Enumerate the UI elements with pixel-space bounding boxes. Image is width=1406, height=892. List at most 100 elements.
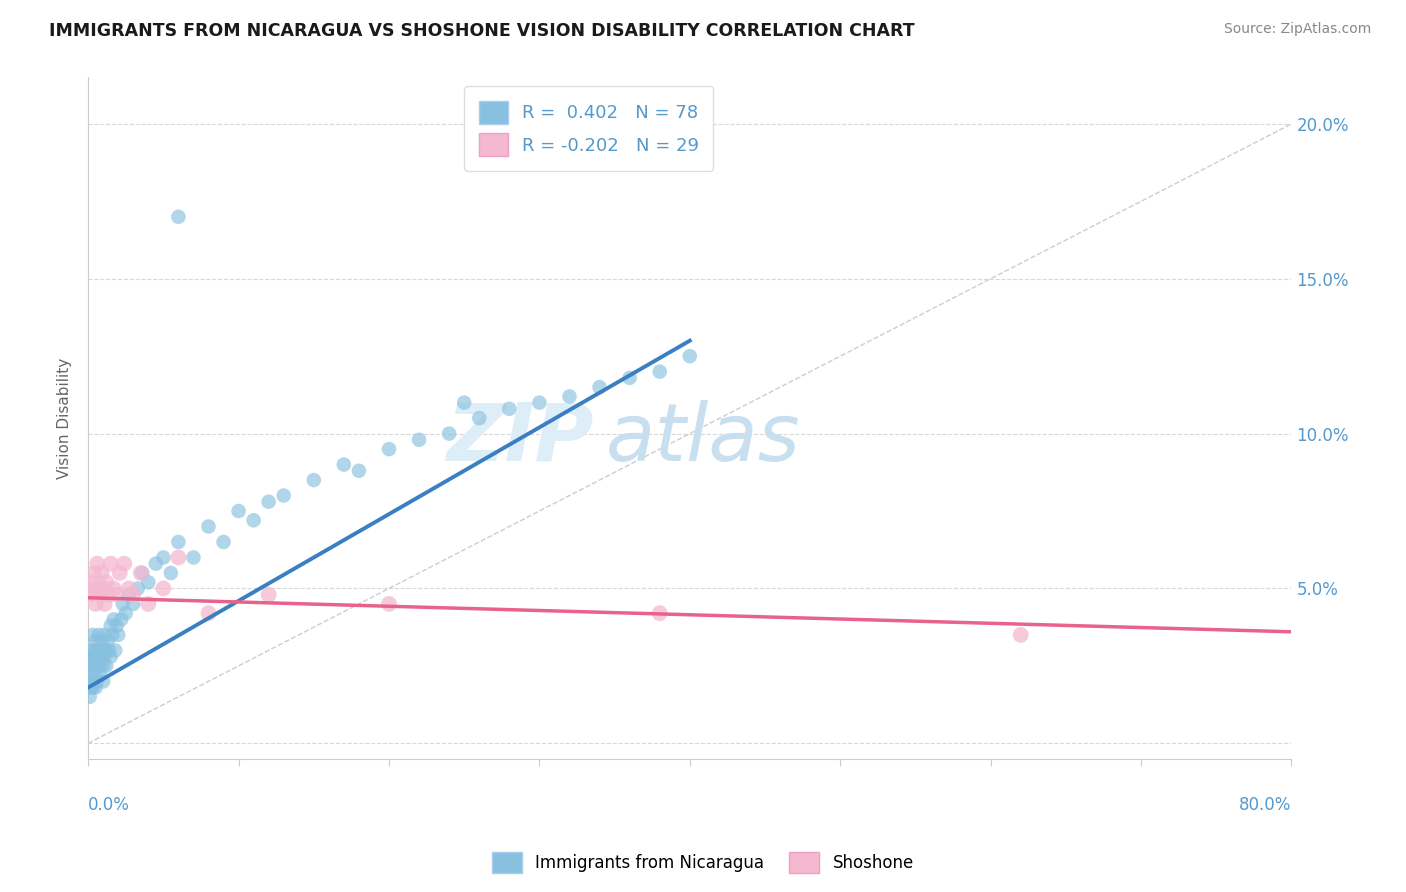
Point bbox=[82, 643, 104, 657]
Point bbox=[83, 566, 105, 580]
Point bbox=[79, 690, 101, 704]
Point bbox=[558, 389, 581, 403]
Point bbox=[129, 566, 152, 580]
Point bbox=[108, 566, 131, 580]
Text: 0.0%: 0.0% bbox=[89, 797, 129, 814]
Point bbox=[93, 649, 115, 664]
Point bbox=[90, 634, 112, 648]
Point bbox=[80, 575, 103, 590]
Point bbox=[83, 649, 105, 664]
Point bbox=[79, 658, 101, 673]
Point bbox=[105, 618, 128, 632]
Point bbox=[100, 557, 122, 571]
Point bbox=[96, 643, 118, 657]
Point bbox=[197, 606, 219, 620]
Point bbox=[152, 582, 174, 596]
Point bbox=[89, 668, 111, 682]
Point bbox=[84, 597, 107, 611]
Point bbox=[91, 658, 114, 673]
Point bbox=[112, 557, 135, 571]
Point bbox=[82, 658, 104, 673]
Point bbox=[86, 557, 108, 571]
Point bbox=[100, 649, 122, 664]
Point bbox=[103, 612, 125, 626]
Point bbox=[110, 612, 132, 626]
Point bbox=[96, 658, 118, 673]
Point bbox=[82, 582, 104, 596]
Point bbox=[86, 674, 108, 689]
Point bbox=[114, 606, 136, 620]
Point bbox=[87, 649, 110, 664]
Point bbox=[84, 681, 107, 695]
Point bbox=[97, 634, 120, 648]
Point bbox=[273, 489, 295, 503]
Point bbox=[86, 643, 108, 657]
Point bbox=[84, 634, 107, 648]
Point bbox=[91, 582, 114, 596]
Point bbox=[498, 401, 520, 416]
Point bbox=[257, 588, 280, 602]
Point bbox=[183, 550, 205, 565]
Point bbox=[588, 380, 610, 394]
Point bbox=[242, 513, 264, 527]
Point bbox=[93, 597, 115, 611]
Point bbox=[453, 395, 475, 409]
Point bbox=[90, 566, 112, 580]
Point bbox=[107, 628, 129, 642]
Point bbox=[408, 433, 430, 447]
Text: IMMIGRANTS FROM NICARAGUA VS SHOSHONE VISION DISABILITY CORRELATION CHART: IMMIGRANTS FROM NICARAGUA VS SHOSHONE VI… bbox=[49, 22, 915, 40]
Point bbox=[111, 597, 134, 611]
Point bbox=[96, 575, 118, 590]
Point bbox=[80, 668, 103, 682]
Point bbox=[648, 606, 671, 620]
Point bbox=[80, 643, 103, 657]
Point bbox=[93, 628, 115, 642]
Point bbox=[87, 582, 110, 596]
Text: atlas: atlas bbox=[606, 400, 800, 477]
Point bbox=[91, 643, 114, 657]
Point bbox=[257, 494, 280, 508]
Point bbox=[82, 628, 104, 642]
Point bbox=[529, 395, 551, 409]
Point bbox=[101, 628, 124, 642]
Point bbox=[1010, 628, 1032, 642]
Point bbox=[648, 365, 671, 379]
Point bbox=[212, 535, 235, 549]
Point bbox=[89, 658, 111, 673]
Point bbox=[145, 557, 167, 571]
Point bbox=[86, 658, 108, 673]
Point bbox=[167, 210, 190, 224]
Point bbox=[378, 597, 401, 611]
Point bbox=[437, 426, 460, 441]
Point bbox=[98, 643, 121, 657]
Point bbox=[679, 349, 702, 363]
Point bbox=[79, 674, 101, 689]
Point bbox=[118, 588, 141, 602]
Point bbox=[90, 649, 112, 664]
Point bbox=[197, 519, 219, 533]
Legend: Immigrants from Nicaragua, Shoshone: Immigrants from Nicaragua, Shoshone bbox=[485, 846, 921, 880]
Point bbox=[122, 597, 145, 611]
Point bbox=[127, 582, 149, 596]
Point bbox=[83, 674, 105, 689]
Point bbox=[87, 628, 110, 642]
Point bbox=[160, 566, 183, 580]
Y-axis label: Vision Disability: Vision Disability bbox=[58, 358, 72, 479]
Point bbox=[136, 575, 159, 590]
Point bbox=[118, 582, 141, 596]
Point bbox=[131, 566, 153, 580]
Legend: R =  0.402   N = 78, R = -0.202   N = 29: R = 0.402 N = 78, R = -0.202 N = 29 bbox=[464, 87, 713, 170]
Point bbox=[167, 550, 190, 565]
Point bbox=[619, 371, 641, 385]
Point bbox=[83, 668, 105, 682]
Point bbox=[104, 643, 127, 657]
Text: Source: ZipAtlas.com: Source: ZipAtlas.com bbox=[1223, 22, 1371, 37]
Point bbox=[347, 464, 370, 478]
Point bbox=[82, 681, 104, 695]
Point bbox=[80, 681, 103, 695]
Point bbox=[105, 588, 128, 602]
Text: ZIP: ZIP bbox=[446, 400, 593, 477]
Point bbox=[122, 588, 145, 602]
Point bbox=[80, 649, 103, 664]
Point bbox=[89, 643, 111, 657]
